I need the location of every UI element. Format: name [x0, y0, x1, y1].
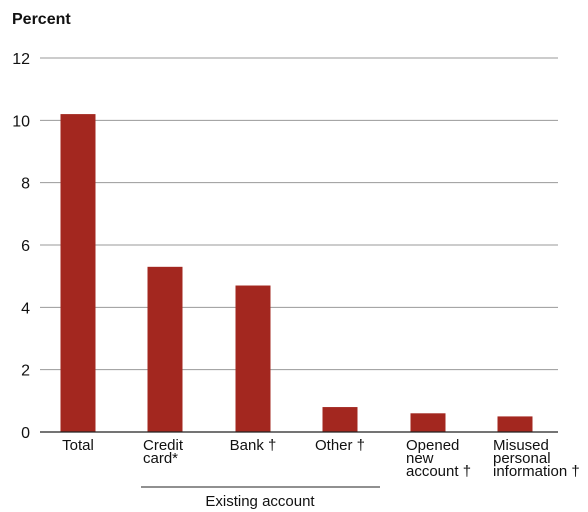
y-tick-label: 12: [12, 51, 30, 68]
bar: [235, 285, 271, 432]
y-axis-title: Percent: [12, 11, 71, 28]
y-tick-labels: 0 2 4 6 8 10 12: [12, 51, 30, 442]
y-tick-label: 2: [21, 363, 30, 380]
x-category-labels: Total Credit card* Bank † Other † Opened new ac…: [62, 437, 580, 480]
bar: [410, 413, 446, 432]
bar: [322, 407, 358, 432]
y-tick-label: 4: [21, 300, 30, 317]
y-tick-label: 10: [12, 113, 30, 130]
y-tick-label: 6: [21, 238, 30, 255]
bars: [60, 114, 533, 432]
x-category-label: Bank †: [230, 437, 277, 454]
bar: [497, 416, 533, 432]
y-tick-label: 8: [21, 176, 30, 193]
x-category-label: Credit card*: [143, 437, 184, 467]
bar: [147, 266, 183, 432]
x-category-label: Misused personal information †: [493, 437, 580, 480]
gridlines: [40, 57, 558, 371]
x-category-label: Total: [62, 437, 94, 454]
x-category-label: Other †: [315, 437, 365, 454]
y-tick-label: 0: [21, 425, 30, 442]
bar: [60, 114, 96, 432]
group-label-existing-account: Existing account: [205, 493, 315, 510]
x-category-label: Opened new account †: [406, 437, 471, 480]
